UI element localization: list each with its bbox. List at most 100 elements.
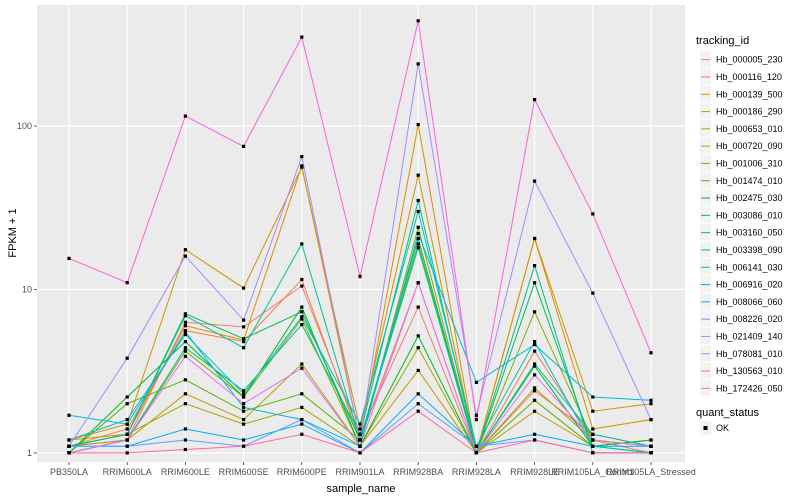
- data-point-8-4: [300, 305, 304, 309]
- data-point-0-2: [183, 320, 187, 324]
- data-point-15-2: [183, 438, 187, 442]
- data-point-1-4: [300, 277, 304, 282]
- data-point-3-4: [300, 165, 304, 169]
- legend-label-6: Hb_001006_310: [716, 158, 783, 168]
- data-point-18-9: [591, 212, 595, 216]
- data-point-5-3: [242, 422, 246, 426]
- data-point-13-2: [183, 330, 187, 334]
- points-layer: [67, 19, 653, 455]
- data-point-14-8: [533, 432, 537, 436]
- data-point-3-6: [416, 173, 420, 177]
- x-tick-label-4: RRIM600PE: [277, 467, 327, 477]
- data-point-14-3: [242, 438, 246, 442]
- data-point-6-8: [533, 310, 537, 314]
- data-point-7-1: [125, 402, 129, 406]
- data-point-19-2: [183, 447, 187, 452]
- x-tick-label-8: RRIM928LE: [510, 467, 559, 477]
- data-point-3-9: [591, 409, 595, 413]
- data-point-18-1: [125, 281, 129, 285]
- data-point-7-4: [300, 392, 304, 396]
- data-point-18-4: [300, 35, 304, 39]
- data-point-18-3: [242, 144, 246, 148]
- data-point-19-0: [67, 451, 71, 455]
- legend-label-17: Hb_078081_010: [716, 349, 783, 359]
- data-point-0-4: [300, 284, 304, 288]
- data-point-13-7: [474, 380, 478, 384]
- data-point-2-6: [416, 123, 420, 127]
- data-point-17-1: [125, 438, 129, 442]
- data-point-11-8: [533, 362, 537, 366]
- data-point-10-2: [183, 346, 187, 350]
- data-point-16-0: [67, 444, 71, 448]
- data-point-3-2: [183, 248, 187, 252]
- data-point-10-4: [300, 323, 304, 327]
- x-axis-title: sample_name: [326, 483, 395, 495]
- data-point-13-3: [242, 405, 246, 409]
- x-tick-label-3: RRIM600SE: [219, 467, 269, 477]
- data-point-9-2: [183, 312, 187, 316]
- data-point-3-5: [358, 427, 362, 431]
- legend-label-14: Hb_008066_060: [716, 297, 783, 307]
- legend-label-5: Hb_000720_090: [716, 141, 783, 151]
- legend-label-19: Hb_172426_050: [716, 383, 783, 393]
- data-point-17-8: [533, 373, 537, 377]
- data-point-16-6: [416, 62, 420, 66]
- x-tick-label-10: RRIM105LA_Stressed: [606, 467, 696, 477]
- data-point-16-10: [649, 418, 653, 422]
- data-point-4-4: [300, 362, 304, 366]
- data-point-8-8: [533, 364, 537, 368]
- data-point-4-8: [533, 409, 537, 413]
- legend-label-12: Hb_006141_030: [716, 262, 783, 272]
- data-point-6-6: [416, 225, 420, 229]
- data-point-7-2: [183, 378, 187, 382]
- data-point-8-3: [242, 395, 246, 399]
- legend-label-10: Hb_003160_050: [716, 228, 783, 238]
- data-point-17-10: [649, 444, 653, 448]
- data-point-6-4: [300, 317, 304, 321]
- legend-label-1: Hb_000116_120: [716, 72, 782, 82]
- data-point-3-3: [242, 286, 246, 290]
- data-point-19-1: [125, 451, 129, 455]
- data-point-0-3: [242, 325, 246, 329]
- x-tick-label-0: PB350LA: [50, 467, 88, 477]
- data-point-6-2: [183, 349, 187, 353]
- data-point-18-5: [358, 274, 362, 279]
- data-point-4-6: [416, 368, 420, 372]
- legend-label-3: Hb_000186_290: [716, 107, 783, 117]
- data-point-7-3: [242, 409, 246, 413]
- data-point-18-10: [649, 351, 653, 355]
- data-point-17-5: [358, 444, 362, 448]
- legend-shape-label: OK: [716, 423, 729, 433]
- legend-label-0: Hb_000005_230: [716, 55, 783, 65]
- data-point-8-10: [649, 438, 653, 442]
- legend-label-9: Hb_003086_010: [716, 210, 783, 220]
- data-point-17-9: [591, 438, 595, 442]
- data-point-4-2: [183, 392, 187, 396]
- data-point-15-7: [474, 444, 478, 448]
- data-point-11-1: [125, 432, 129, 436]
- data-point-2-9: [591, 427, 595, 431]
- legend-key-16: [700, 327, 711, 345]
- legend-label-13: Hb_006916_020: [716, 280, 783, 290]
- y-axis-title: FPKM + 1: [7, 208, 19, 257]
- data-point-10-3: [242, 389, 246, 393]
- data-point-5-6: [416, 346, 420, 350]
- data-point-18-2: [183, 114, 187, 118]
- data-point-1-1: [125, 427, 129, 431]
- data-point-11-4: [300, 242, 304, 246]
- data-point-9-3: [242, 337, 246, 341]
- data-point-16-9: [591, 291, 595, 295]
- data-point-12-5: [358, 422, 362, 426]
- data-point-11-9: [591, 432, 595, 436]
- x-axis: PB350LA RRIM600LA RRIM600LE RRIM600SE RRIM60…: [50, 462, 696, 477]
- data-point-11-2: [183, 314, 187, 318]
- data-point-17-4: [300, 366, 304, 370]
- data-point-4-3: [242, 418, 246, 422]
- data-point-18-8: [533, 98, 537, 102]
- data-point-10-6: [416, 198, 420, 203]
- data-point-14-4: [300, 422, 304, 426]
- data-point-15-1: [125, 444, 129, 448]
- data-point-9-8: [533, 281, 537, 285]
- data-point-3-8: [533, 236, 537, 241]
